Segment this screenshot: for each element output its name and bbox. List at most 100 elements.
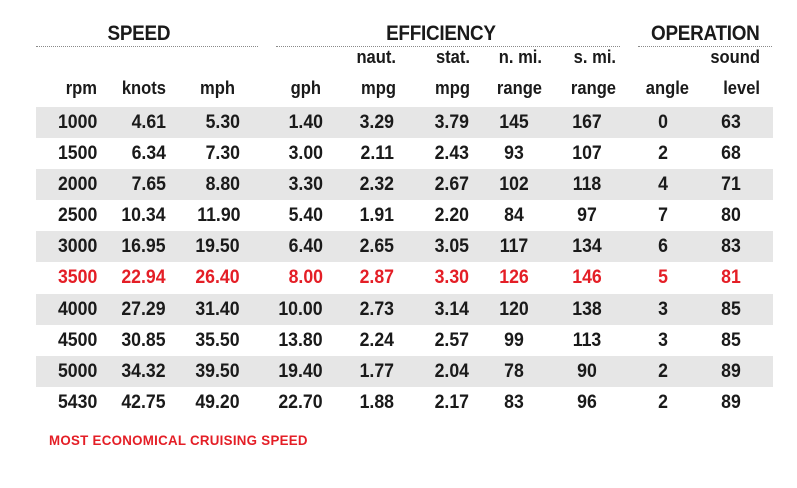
table-cell-angle: 0 [658, 112, 668, 133]
table-cell-sound-level: 89 [721, 360, 741, 382]
table-cell-s-mi-range: 97 [577, 205, 597, 227]
col-header-top-naut-mpg: naut. [356, 47, 396, 67]
data-table: 1000 4.61 5.30 1.40 3.29 3.79 145 167 0 63 1500 6.3… [36, 107, 773, 418]
group-underline-speed [36, 46, 258, 47]
col-header-top-stat-mpg: stat. [435, 47, 470, 67]
table-cell-n-mi-range: 78 [504, 360, 524, 382]
table-cell-s-mi-range: 138 [572, 298, 602, 320]
table-cell-mph: 35.50 [195, 329, 240, 351]
table-cell-rpm: 5000 [57, 360, 97, 382]
col-header-naut-mpg: mpg [361, 78, 396, 98]
col-header-sound-level: level [723, 78, 760, 98]
table-row: 1000 4.61 5.30 1.40 3.29 3.79 145 167 0 63 [36, 107, 773, 139]
table-cell-naut-mpg: 1.91 [359, 205, 394, 227]
table-cell-mph: 19.50 [195, 236, 240, 258]
table-cell-naut-mpg: 2.24 [359, 329, 394, 351]
table-row: 2000 7.65 8.80 3.30 2.32 2.67 102 118 4 71 [36, 169, 773, 201]
table-cell-knots: 10.34 [121, 205, 166, 227]
table-cell-s-mi-range: 90 [577, 360, 597, 382]
table-cell-s-mi-range: 113 [572, 329, 602, 351]
table-cell-rpm: 3500 [57, 267, 97, 289]
group-underline-efficiency [276, 46, 620, 47]
table-cell-sound-level: 80 [721, 205, 741, 227]
table-cell-naut-mpg: 2.73 [359, 298, 394, 320]
table-cell-angle: 3 [658, 329, 668, 351]
table-cell-naut-mpg: 2.11 [360, 143, 394, 165]
table-cell-angle: 2 [658, 360, 668, 382]
table-cell-n-mi-range: 93 [504, 143, 524, 165]
table-cell-mph: 5.30 [205, 112, 240, 133]
table-cell-sound-level: 63 [721, 112, 741, 133]
table-cell-stat-mpg: 2.04 [434, 360, 469, 382]
table-cell-angle: 2 [658, 143, 668, 165]
table-row: 5000 34.32 39.50 19.40 1.77 2.04 78 90 2 89 [36, 355, 773, 387]
table-cell-sound-level: 85 [721, 298, 741, 320]
table-cell-stat-mpg: 3.30 [434, 267, 469, 289]
table-cell-naut-mpg: 1.88 [359, 391, 394, 413]
col-header-rpm: rpm [65, 78, 97, 98]
table-cell-knots: 6.34 [131, 143, 166, 165]
table-cell-n-mi-range: 102 [499, 174, 529, 196]
table-cell-s-mi-range: 134 [572, 236, 602, 258]
table-cell-sound-level: 81 [721, 267, 741, 289]
group-header-efficiency: EFFICIENCY [386, 22, 496, 45]
table-cell-knots: 30.85 [121, 329, 166, 351]
table-cell-rpm: 4000 [57, 298, 97, 320]
table-cell-n-mi-range: 83 [504, 391, 524, 413]
table-cell-rpm: 3000 [57, 236, 97, 258]
table-cell-n-mi-range: 126 [499, 267, 529, 289]
table-cell-gph: 19.40 [278, 360, 323, 382]
group-underline-operation [638, 46, 772, 47]
table-cell-rpm: 5430 [57, 391, 97, 413]
table-cell-angle: 6 [658, 236, 668, 258]
table-cell-knots: 22.94 [121, 267, 166, 289]
col-header-top-s-mi-range: s. mi. [573, 47, 616, 67]
table-cell-angle: 2 [658, 391, 668, 413]
table-cell-mph: 8.80 [205, 174, 240, 196]
table-row: 3500 22.94 26.40 8.00 2.87 3.30 126 146 5 81 [36, 262, 773, 293]
table-cell-mph: 49.20 [195, 391, 240, 413]
table-cell-rpm: 1500 [57, 143, 97, 165]
table-cell-stat-mpg: 3.79 [434, 112, 469, 133]
table-cell-knots: 34.32 [121, 360, 166, 382]
table-cell-naut-mpg: 2.65 [359, 236, 394, 258]
col-header-knots: knots [121, 78, 166, 98]
table-cell-stat-mpg: 3.14 [434, 298, 469, 320]
table-cell-mph: 7.30 [205, 143, 240, 165]
table-cell-n-mi-range: 99 [504, 329, 524, 351]
table-cell-sound-level: 85 [721, 329, 741, 351]
table-cell-angle: 5 [658, 267, 668, 289]
table-cell-gph: 8.00 [288, 267, 323, 289]
table-cell-sound-level: 83 [721, 236, 741, 258]
table-cell-naut-mpg: 3.29 [359, 112, 394, 133]
col-header-s-mi-range: range [570, 78, 616, 98]
table-cell-stat-mpg: 2.57 [434, 329, 469, 351]
table-cell-sound-level: 89 [721, 391, 741, 413]
col-header-angle: angle [645, 78, 689, 98]
col-header-n-mi-range: range [496, 78, 542, 98]
table-cell-gph: 5.40 [288, 205, 323, 227]
table-cell-s-mi-range: 167 [572, 112, 602, 133]
table-cell-s-mi-range: 146 [572, 267, 602, 289]
table-cell-stat-mpg: 2.43 [434, 143, 469, 165]
table-row: 4000 27.29 31.40 10.00 2.73 3.14 120 138 3 85 [36, 293, 773, 325]
table-cell-mph: 31.40 [195, 298, 240, 320]
table-cell-angle: 4 [658, 174, 668, 196]
col-header-stat-mpg: mpg [435, 78, 470, 98]
table-cell-mph: 11.90 [196, 205, 240, 227]
table-cell-s-mi-range: 107 [572, 143, 602, 165]
table-cell-knots: 27.29 [121, 298, 166, 320]
table-cell-mph: 26.40 [195, 267, 240, 289]
table-cell-sound-level: 71 [721, 174, 741, 196]
table-cell-rpm: 1000 [57, 112, 97, 133]
group-header-operation: OPERATION [651, 22, 760, 45]
table-cell-n-mi-range: 84 [504, 205, 524, 227]
table-cell-naut-mpg: 2.32 [359, 174, 394, 196]
table-cell-knots: 42.75 [121, 391, 166, 413]
table-cell-knots: 4.61 [131, 112, 166, 133]
table-cell-rpm: 4500 [57, 329, 97, 351]
table-cell-s-mi-range: 118 [572, 174, 602, 196]
table-cell-s-mi-range: 96 [577, 391, 597, 413]
table-cell-n-mi-range: 145 [499, 112, 529, 133]
col-header-mph: mph [200, 78, 235, 98]
